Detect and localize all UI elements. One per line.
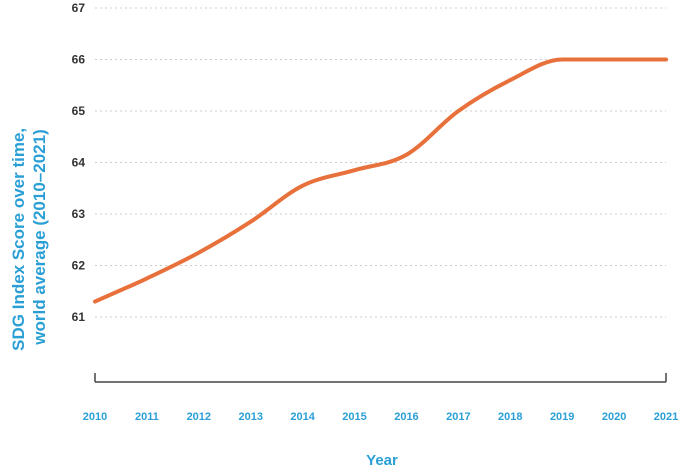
y-axis-title-line1: SDG Index Score over time,: [9, 128, 28, 351]
y-tick-label: 65: [72, 104, 86, 118]
y-tick-label: 63: [72, 207, 86, 221]
x-tick-label: 2012: [187, 411, 211, 423]
x-tick-label: 2020: [602, 411, 626, 423]
x-tick-label: 2021: [654, 411, 678, 423]
x-tick-label: 2011: [135, 411, 159, 423]
x-tick-labels: 2010 2011 2012 2013 2014 2015 2016 2017 2018 2019…: [83, 411, 678, 423]
x-tick-label: 2014: [290, 411, 315, 423]
x-tick-label: 2013: [238, 411, 262, 423]
x-tick-label: 2016: [394, 411, 418, 423]
x-tick-label: 2018: [498, 411, 522, 423]
y-tick-label: 67: [72, 1, 86, 15]
x-tick-label: 2015: [342, 411, 366, 423]
x-axis: [94, 373, 667, 383]
y-axis-title-line2: world average (2010–2021): [30, 129, 49, 345]
y-axis-title: SDG Index Score over time, world average…: [9, 123, 49, 351]
x-axis-title: Year: [366, 452, 398, 468]
x-tick-label: 2010: [83, 411, 107, 423]
x-tick-label: 2017: [446, 411, 470, 423]
x-tick-label: 2019: [550, 411, 574, 423]
data-points: [93, 58, 668, 304]
y-tick-label: 66: [72, 53, 86, 67]
y-tick-label: 64: [72, 156, 86, 170]
y-tick-labels: 61 62 63 64 65 66 67: [72, 1, 86, 324]
y-tick-label: 61: [72, 310, 86, 324]
series-line: [93, 57, 668, 304]
grid-lines: [95, 7, 666, 318]
y-tick-label: 62: [72, 259, 86, 273]
